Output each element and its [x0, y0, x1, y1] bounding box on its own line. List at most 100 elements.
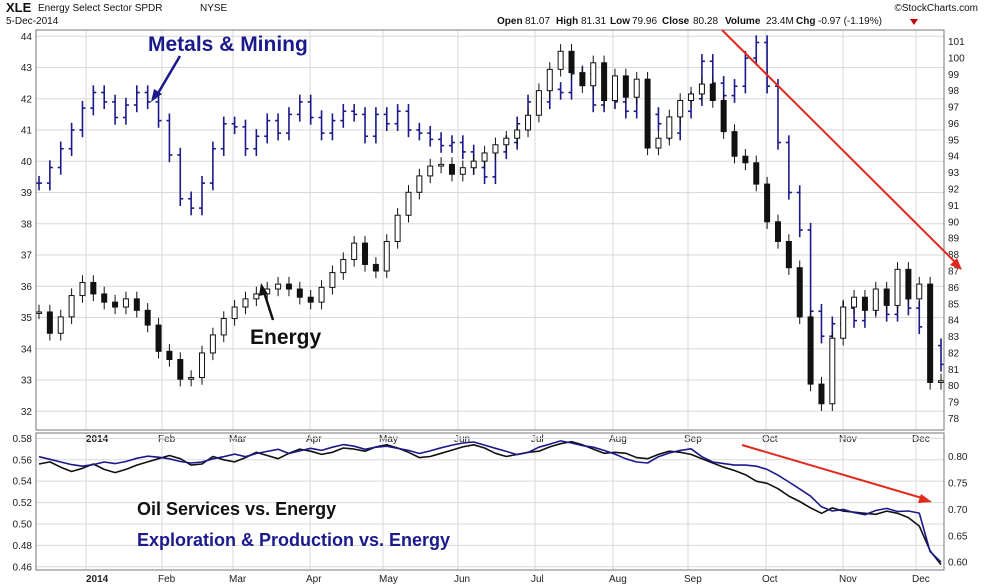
- volume-label: Volume: [725, 16, 761, 27]
- price-bar: [590, 55, 597, 93]
- price-bar: [329, 113, 336, 141]
- right-axis-tick-label: 91: [948, 201, 960, 212]
- price-bar: [144, 85, 151, 110]
- left-axis-tick-label: 35: [21, 313, 33, 324]
- right-axis-tick-label: 95: [948, 135, 960, 146]
- open-value: 81.07: [525, 16, 550, 27]
- metals-arrow-icon: [151, 89, 162, 102]
- price-bar: [155, 94, 162, 128]
- price-bar: [46, 304, 53, 341]
- price-bar: [774, 214, 781, 249]
- price-bar: [231, 299, 238, 326]
- price-bar: [568, 44, 575, 80]
- price-bar: [90, 85, 97, 116]
- price-bar: [688, 86, 695, 108]
- price-bar: [220, 116, 227, 156]
- price-bar: [731, 124, 738, 164]
- ratio-panel-series: [38, 440, 942, 566]
- price-bar: [459, 135, 466, 160]
- left-axis-tick-label: 0.46: [13, 562, 33, 573]
- price-bar: [840, 299, 847, 346]
- price-bar: [394, 208, 401, 249]
- price-bar: [112, 294, 119, 315]
- price-bar: [764, 35, 771, 94]
- price-bar: [514, 122, 521, 146]
- price-bar: [622, 68, 629, 105]
- price-bar: [144, 303, 151, 333]
- x-axis-tick-label: Oct: [762, 434, 778, 445]
- price-bar: [742, 50, 749, 94]
- price-bar: [101, 286, 108, 310]
- left-axis-tick-label: 0.48: [13, 541, 33, 552]
- price-bar: [416, 122, 423, 141]
- price-bar: [188, 370, 195, 387]
- price-bar: [90, 275, 97, 302]
- right-axis-tick-label: 92: [948, 185, 960, 196]
- price-bar: [155, 317, 162, 359]
- x-axis-tick-label: Jun: [454, 434, 470, 445]
- price-bar: [68, 288, 75, 325]
- right-axis-tick-label: 0.60: [948, 558, 968, 569]
- price-bar: [188, 191, 195, 216]
- downtrend-arrow-icon: [950, 258, 962, 270]
- energy-arrow-line: [262, 291, 275, 321]
- price-bar: [753, 155, 760, 192]
- price-bar: [796, 260, 803, 325]
- price-bar: [177, 147, 184, 206]
- series-line: [38, 440, 942, 566]
- high-value: 81.31: [581, 16, 606, 27]
- price-bar: [655, 130, 662, 156]
- price-bar: [79, 100, 86, 138]
- oil-services-annotation: Oil Services vs. Energy: [137, 499, 336, 519]
- price-bar: [318, 110, 325, 141]
- ratio-panel-grid: [36, 433, 944, 570]
- price-bar: [785, 234, 792, 275]
- x-axis-tick-label: Apr: [306, 574, 322, 585]
- ratio-right-axis: 0.60 0.65 0.70 0.75 0.80: [948, 452, 968, 568]
- price-bar: [231, 116, 238, 135]
- right-axis-tick-label: 79: [948, 398, 960, 409]
- price-bar: [383, 234, 390, 279]
- x-axis-tick-label: 2014: [86, 434, 109, 445]
- price-bar: [655, 107, 662, 131]
- right-axis-tick-label: 86: [948, 283, 960, 294]
- low-label: Low: [610, 16, 630, 27]
- energy-annotation: Energy: [250, 326, 322, 349]
- price-bar: [285, 276, 292, 297]
- x-axis-tick-label: Nov: [839, 434, 857, 445]
- left-axis-tick-label: 34: [21, 344, 33, 355]
- price-bar: [525, 108, 532, 138]
- x-axis-tick-label: Aug: [609, 434, 627, 445]
- price-bar: [709, 76, 716, 108]
- price-bar: [448, 157, 455, 182]
- right-axis-tick-label: 96: [948, 119, 960, 130]
- price-bar: [296, 94, 303, 122]
- price-bar: [438, 157, 445, 174]
- right-axis-tick-label: 0.70: [948, 505, 968, 516]
- chg-value: -0.97 (-1.19%): [818, 16, 882, 27]
- price-bar: [372, 257, 379, 279]
- ratio-x-axis: 2014 Feb Mar Apr May Jun Jul Aug Sep Oct Nov Dec: [86, 574, 930, 585]
- left-axis-tick-label: 40: [21, 157, 33, 168]
- price-bar: [372, 107, 379, 144]
- series-oil-services-vs-energy: [38, 440, 942, 566]
- chg-label: Chg: [796, 16, 815, 27]
- metals-arrow-line: [155, 55, 182, 96]
- right-axis-tick-label: 78: [948, 414, 960, 425]
- left-axis-tick-label: 36: [21, 282, 33, 293]
- price-bar: [557, 82, 564, 100]
- right-axis-tick-label: 89: [948, 234, 960, 245]
- price-bar: [307, 290, 314, 310]
- price-bar: [557, 44, 564, 77]
- left-axis-tick-label: 42: [21, 94, 33, 105]
- x-axis-tick-label: Sep: [684, 574, 702, 585]
- x-axis-tick-label: Feb: [158, 574, 176, 585]
- price-bar: [861, 290, 868, 318]
- right-axis-tick-label: 0.75: [948, 479, 968, 490]
- price-bar: [720, 93, 727, 139]
- price-bar: [351, 235, 358, 267]
- price-bar: [927, 276, 934, 390]
- left-axis-tick-label: 0.50: [13, 519, 33, 530]
- price-bar: [677, 93, 684, 125]
- price-panel-frame: [35, 29, 945, 431]
